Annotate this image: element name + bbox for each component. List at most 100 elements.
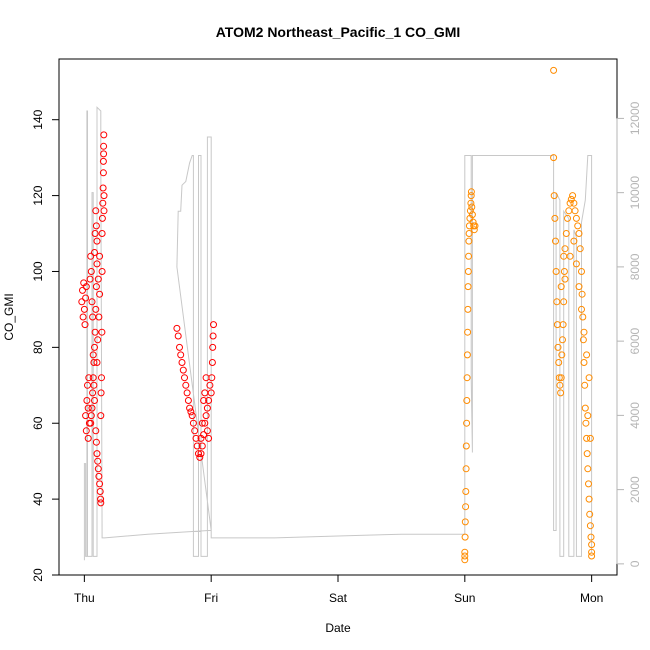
y2-tick-label-0: 0 xyxy=(628,560,642,567)
data-point-s2-17 xyxy=(465,252,473,260)
data-point-s1-37 xyxy=(88,404,96,412)
data-point-s2-85 xyxy=(561,275,569,283)
data-point-s2-59 xyxy=(571,207,579,215)
data-point-s2-91 xyxy=(580,328,588,336)
data-point-s1-19 xyxy=(88,298,96,306)
data-point-s1-104 xyxy=(210,321,217,329)
data-point-s2-26 xyxy=(468,203,476,211)
data-point-s2-75 xyxy=(585,480,592,488)
data-point-s2-50 xyxy=(560,268,568,275)
data-point-s1-2 xyxy=(79,313,87,321)
data-point-s2-30 xyxy=(470,226,478,234)
data-point-s1-108 xyxy=(198,419,206,427)
data-point-s1-21 xyxy=(89,351,97,359)
data-point-s2-68 xyxy=(580,359,588,366)
x-tick-label-thu: Thu xyxy=(74,591,95,605)
data-point-s1-97 xyxy=(205,397,213,404)
data-point-s1-88 xyxy=(193,442,201,450)
data-point-s1-58 xyxy=(99,184,107,192)
data-point-s2-12 xyxy=(463,351,471,359)
y-tick-label-140: 140 xyxy=(31,109,45,129)
data-point-s1-89 xyxy=(195,450,202,458)
data-point-s2-19 xyxy=(465,230,473,237)
data-point-s1-25 xyxy=(91,230,99,237)
data-point-s1-50 xyxy=(97,412,105,420)
data-point-s1-87 xyxy=(192,434,200,442)
chart-title: ATOM2 Northeast_Pacific_1 CO_GMI xyxy=(216,24,461,40)
data-point-s1-110 xyxy=(203,427,211,435)
data-point-s2-38 xyxy=(553,298,561,306)
data-point-s1-23 xyxy=(91,397,98,404)
data-point-s2-25 xyxy=(467,188,475,196)
data-point-s1-77 xyxy=(179,366,187,374)
points-layer xyxy=(78,66,596,564)
data-point-s2-48 xyxy=(559,321,567,329)
data-point-s1-102 xyxy=(209,343,217,351)
data-point-s1-40 xyxy=(92,427,100,435)
data-point-s2-94 xyxy=(584,412,592,420)
y-tick-label-80: 80 xyxy=(31,340,45,354)
data-point-s2-11 xyxy=(463,374,471,382)
data-point-s1-70 xyxy=(94,336,102,344)
data-point-s2-22 xyxy=(466,207,474,215)
data-point-s2-54 xyxy=(565,207,573,215)
data-point-s2-81 xyxy=(588,548,596,556)
plot-area xyxy=(58,58,618,576)
data-point-s1-111 xyxy=(205,434,213,442)
data-point-s2-71 xyxy=(582,419,590,427)
data-point-s2-93 xyxy=(585,374,593,382)
data-point-s2-62 xyxy=(575,230,583,237)
data-point-s2-67 xyxy=(579,336,587,344)
data-point-s2-84 xyxy=(557,283,565,291)
data-point-s1-64 xyxy=(100,192,108,200)
data-point-s2-76 xyxy=(585,495,593,503)
data-point-s1-44 xyxy=(94,465,102,473)
data-point-s2-1 xyxy=(461,552,469,560)
data-point-s1-47 xyxy=(96,488,104,495)
data-point-s1-90 xyxy=(196,453,204,461)
data-point-s2-44 xyxy=(557,389,565,397)
data-point-s2-14 xyxy=(464,305,472,313)
data-point-s2-89 xyxy=(575,283,583,291)
data-point-s1-60 xyxy=(99,157,107,165)
data-point-s1-100 xyxy=(208,374,216,382)
data-point-s2-13 xyxy=(464,328,472,336)
data-point-s2-24 xyxy=(467,192,475,200)
data-point-s1-96 xyxy=(203,404,211,412)
y2-tick-label-2000: 2000 xyxy=(628,476,642,503)
data-point-s1-106 xyxy=(202,374,210,382)
data-point-s1-41 xyxy=(92,438,100,446)
data-point-s1-101 xyxy=(208,359,216,366)
data-point-s2-43 xyxy=(556,381,564,389)
axes-layer: Thu Fri Sat Sun Mon 20 40 60 80 100 120 140 0 2000 400… xyxy=(31,101,642,605)
data-point-s2-2 xyxy=(461,548,469,556)
data-point-s1-109 xyxy=(197,434,205,442)
data-point-s1-17 xyxy=(87,252,95,260)
data-point-s1-28 xyxy=(93,237,101,245)
x-axis-label: Date xyxy=(325,621,351,635)
data-point-s1-103 xyxy=(209,332,217,340)
data-point-s2-80 xyxy=(588,541,596,549)
data-point-s1-95 xyxy=(202,412,210,420)
y-tick-label-100: 100 xyxy=(31,261,45,281)
data-point-s1-107 xyxy=(200,397,208,404)
data-point-s1-72 xyxy=(173,324,181,332)
data-point-s1-82 xyxy=(186,404,194,412)
data-point-s2-49 xyxy=(560,298,568,306)
data-point-s2-66 xyxy=(579,313,587,321)
data-point-s2-4 xyxy=(461,518,469,526)
data-point-s1-33 xyxy=(91,343,98,351)
data-point-s2-57 xyxy=(569,192,577,200)
data-point-s1-51 xyxy=(97,389,105,397)
data-point-s1-35 xyxy=(89,374,97,382)
data-point-s1-24 xyxy=(91,249,98,256)
data-point-s1-53 xyxy=(98,328,106,336)
y-tick-label-60: 60 xyxy=(31,416,45,430)
data-point-s2-28 xyxy=(469,218,477,226)
data-point-s2-34 xyxy=(550,192,558,200)
data-point-s2-52 xyxy=(562,230,570,237)
data-point-s1-0 xyxy=(78,298,86,306)
data-point-s1-57 xyxy=(99,199,107,207)
data-point-s1-43 xyxy=(94,457,102,465)
